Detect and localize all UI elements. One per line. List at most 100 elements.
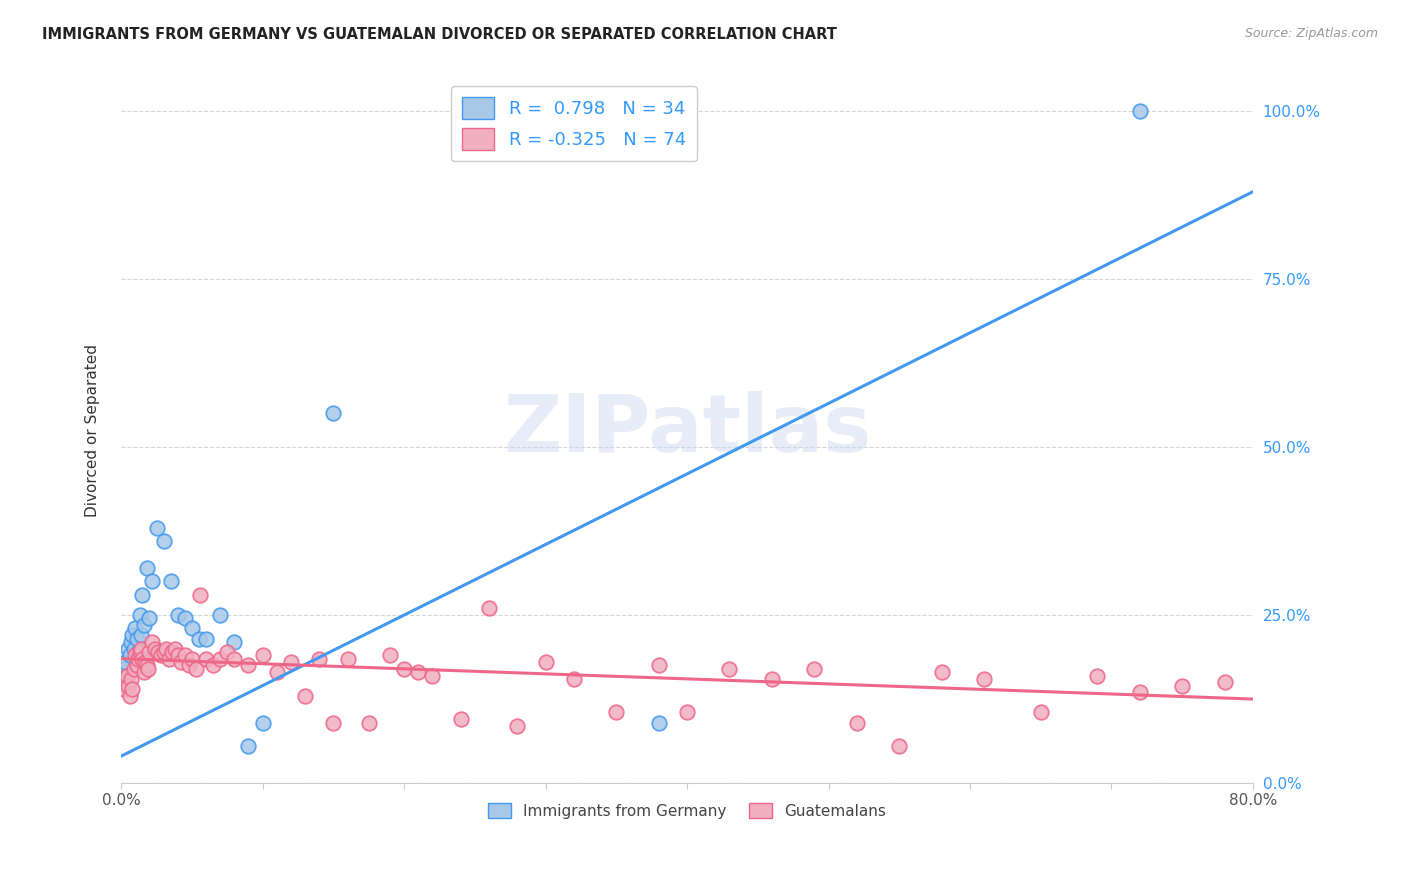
Point — [224, 651, 246, 665]
Point — [141, 635, 163, 649]
Point — [138, 611, 160, 625]
Point — [124, 622, 146, 636]
Point — [135, 658, 157, 673]
Point — [132, 618, 155, 632]
Point — [155, 641, 177, 656]
Point — [180, 651, 202, 665]
Point — [114, 672, 136, 686]
Point — [761, 672, 783, 686]
Point — [184, 662, 207, 676]
Point — [120, 635, 142, 649]
Point — [141, 574, 163, 589]
Point — [112, 681, 135, 696]
Point — [252, 648, 274, 663]
Point — [118, 648, 141, 663]
Point — [648, 658, 671, 673]
Point — [534, 655, 557, 669]
Point — [280, 655, 302, 669]
Point — [134, 655, 156, 669]
Point — [195, 632, 218, 646]
Point — [157, 651, 180, 665]
Point — [322, 715, 344, 730]
Point — [1029, 706, 1052, 720]
Point — [648, 715, 671, 730]
Point — [122, 641, 145, 656]
Point — [1129, 685, 1152, 699]
Point — [378, 648, 401, 663]
Point — [129, 641, 152, 656]
Point — [308, 651, 330, 665]
Point — [422, 668, 444, 682]
Point — [136, 662, 159, 676]
Point — [118, 689, 141, 703]
Point — [1129, 103, 1152, 118]
Point — [845, 715, 868, 730]
Point — [135, 561, 157, 575]
Point — [406, 665, 429, 680]
Point — [217, 645, 239, 659]
Point — [605, 706, 627, 720]
Point — [392, 662, 415, 676]
Point — [131, 651, 153, 665]
Text: Source: ZipAtlas.com: Source: ZipAtlas.com — [1244, 27, 1378, 40]
Point — [163, 641, 186, 656]
Point — [128, 645, 150, 659]
Point — [322, 406, 344, 420]
Point — [177, 658, 200, 673]
Point — [127, 645, 149, 659]
Point — [146, 645, 169, 659]
Point — [152, 645, 174, 659]
Point — [336, 651, 359, 665]
Point — [803, 662, 825, 676]
Point — [121, 681, 143, 696]
Point — [149, 648, 172, 663]
Point — [718, 662, 741, 676]
Point — [129, 628, 152, 642]
Point — [357, 715, 380, 730]
Point — [125, 632, 148, 646]
Point — [478, 601, 501, 615]
Point — [173, 648, 195, 663]
Point — [160, 645, 183, 659]
Point — [209, 651, 232, 665]
Point — [1171, 679, 1194, 693]
Point — [294, 689, 316, 703]
Point — [138, 645, 160, 659]
Point — [238, 739, 260, 753]
Point — [128, 608, 150, 623]
Point — [931, 665, 953, 680]
Point — [169, 655, 191, 669]
Point — [238, 658, 260, 673]
Legend: Immigrants from Germany, Guatemalans: Immigrants from Germany, Guatemalans — [482, 797, 893, 825]
Y-axis label: Divorced or Separated: Divorced or Separated — [86, 343, 100, 516]
Point — [112, 662, 135, 676]
Text: ZIPatlas: ZIPatlas — [503, 392, 872, 469]
Point — [562, 672, 585, 686]
Point — [143, 641, 166, 656]
Point — [889, 739, 911, 753]
Point — [252, 715, 274, 730]
Point — [450, 712, 472, 726]
Point — [127, 651, 149, 665]
Point — [166, 648, 188, 663]
Point — [125, 658, 148, 673]
Point — [132, 665, 155, 680]
Point — [266, 665, 288, 680]
Point — [115, 668, 138, 682]
Point — [195, 651, 218, 665]
Point — [121, 628, 143, 642]
Point — [166, 608, 188, 623]
Point — [111, 675, 134, 690]
Point — [117, 641, 139, 656]
Point — [117, 679, 139, 693]
Point — [1085, 668, 1108, 682]
Point — [159, 574, 181, 589]
Point — [173, 611, 195, 625]
Point — [131, 588, 153, 602]
Point — [114, 655, 136, 669]
Point — [124, 648, 146, 663]
Point — [506, 719, 529, 733]
Point — [209, 608, 232, 623]
Point — [224, 635, 246, 649]
Text: IMMIGRANTS FROM GERMANY VS GUATEMALAN DIVORCED OR SEPARATED CORRELATION CHART: IMMIGRANTS FROM GERMANY VS GUATEMALAN DI… — [42, 27, 837, 42]
